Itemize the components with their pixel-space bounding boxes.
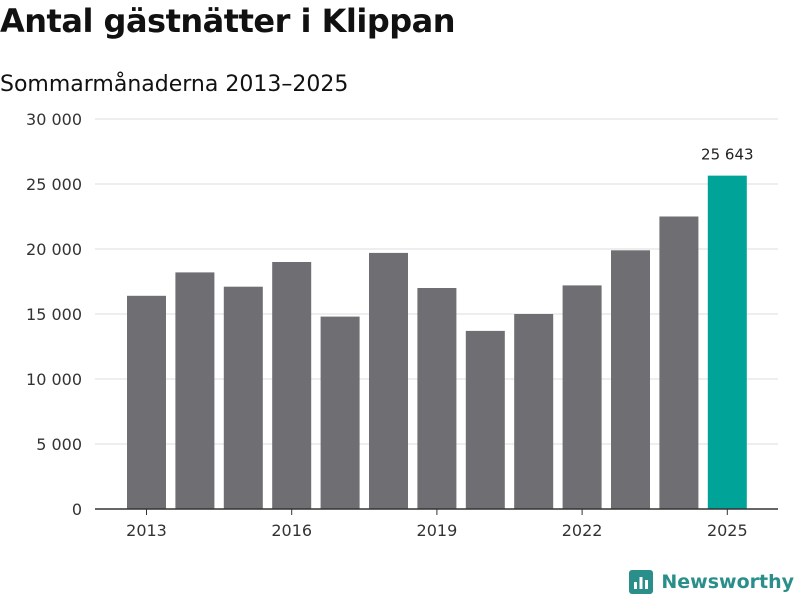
bar: [659, 216, 699, 509]
bar: [127, 295, 166, 509]
newsworthy-logo-icon: [629, 570, 654, 594]
y-tick-label: 5 000: [36, 435, 82, 454]
data-label: 25 643: [701, 146, 754, 164]
chart-title: Antal gästnätter i Klippan: [0, 2, 456, 40]
y-tick-label: 30 000: [26, 110, 82, 129]
x-tick-label: 2025: [707, 521, 748, 540]
x-tick-label: 2022: [562, 521, 603, 540]
y-tick-label: 25 000: [26, 175, 82, 194]
y-tick-label: 10 000: [26, 370, 82, 389]
brand-logo: Newsworthy: [629, 570, 794, 594]
bar: [272, 262, 312, 509]
x-tick-label: 2013: [126, 521, 167, 540]
bar: [611, 250, 650, 510]
bar: [707, 175, 747, 510]
bar: [320, 316, 360, 509]
brand-name: Newsworthy: [661, 571, 794, 593]
y-tick-label: 20 000: [26, 240, 82, 259]
bar: [369, 252, 408, 509]
bar: [175, 272, 215, 509]
bar: [417, 288, 457, 509]
y-tick-label: 15 000: [26, 305, 82, 324]
bar: [223, 286, 263, 509]
bar: [514, 314, 554, 509]
chart-subtitle: Sommarmånaderna 2013–2025: [0, 72, 349, 97]
y-tick-label: 0: [72, 500, 82, 519]
x-tick-label: 2019: [417, 521, 458, 540]
bar: [562, 285, 602, 509]
x-tick-label: 2016: [271, 521, 312, 540]
bar: [465, 330, 505, 509]
